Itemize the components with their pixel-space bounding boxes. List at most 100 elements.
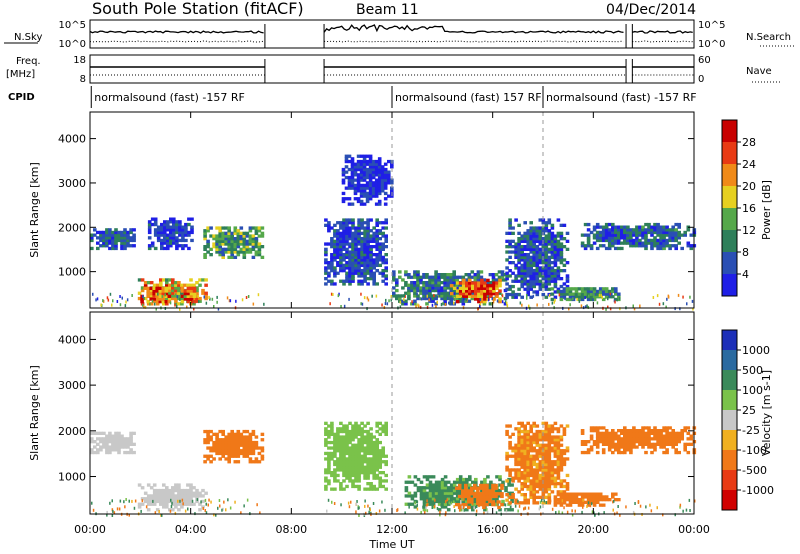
echo-cell	[354, 443, 358, 447]
echo-cell	[224, 438, 228, 442]
echo-cell	[607, 238, 612, 243]
echo-cell	[497, 492, 501, 496]
echo-cell	[345, 237, 349, 241]
echo-cell	[359, 167, 364, 172]
echo-cell	[550, 279, 555, 283]
echo-cell	[604, 238, 609, 243]
echo-cell	[508, 435, 512, 439]
echo-cell	[465, 477, 469, 482]
echo-cell	[526, 449, 530, 453]
echo-cell	[527, 506, 530, 510]
echo-cell	[327, 221, 331, 225]
echo-cell	[529, 242, 533, 246]
echo-cell	[149, 286, 153, 290]
echo-cell	[351, 427, 355, 431]
echo-cell	[363, 279, 367, 283]
echo-cell	[662, 228, 666, 232]
echo-cell	[341, 178, 346, 182]
echo-cell	[505, 245, 509, 249]
echo-cell	[580, 304, 583, 308]
echo-cell	[574, 500, 579, 504]
echo-cell	[411, 300, 413, 304]
echo-cell	[477, 292, 481, 296]
echo-cell	[155, 508, 160, 512]
echo-cell	[233, 460, 238, 464]
echo-cell	[532, 234, 536, 238]
echo-cell	[371, 159, 376, 164]
echo-cell	[345, 471, 349, 475]
echo-cell	[511, 261, 515, 265]
echo-cell	[476, 273, 481, 277]
echo-cell	[387, 159, 391, 164]
echo-cell	[544, 266, 549, 270]
echo-cell	[356, 181, 361, 185]
echo-cell	[547, 247, 552, 251]
echo-cell	[496, 299, 499, 303]
echo-cell	[186, 305, 188, 309]
echo-cell	[607, 305, 609, 309]
echo-cell	[677, 434, 681, 438]
echo-cell	[149, 294, 154, 298]
echo-cell	[171, 291, 175, 295]
echo-cell	[614, 437, 618, 441]
echo-cell	[422, 499, 427, 504]
echo-cell	[180, 300, 185, 304]
echo-cell	[498, 488, 502, 493]
echo-cell	[168, 488, 172, 493]
echo-cell	[632, 429, 636, 433]
echo-cell	[483, 292, 487, 296]
search-noise-trace	[632, 40, 693, 43]
echo-cell	[180, 494, 184, 498]
echo-cell	[147, 244, 152, 248]
echo-cell	[357, 266, 361, 270]
echo-cell	[410, 494, 415, 498]
echo-cell	[559, 484, 564, 489]
echo-cell	[174, 488, 178, 493]
noise-traces	[89, 24, 695, 48]
echo-cell	[221, 446, 225, 450]
echo-cell	[254, 226, 259, 230]
echo-cell	[544, 250, 549, 254]
echo-cell	[384, 261, 388, 265]
echo-cell	[209, 438, 213, 442]
echo-cell	[532, 247, 536, 251]
cpid-segment-label: normalsound (fast) -157 RF	[94, 91, 245, 104]
echo-cell	[559, 482, 564, 486]
echo-cell	[416, 486, 421, 490]
echo-cell	[632, 445, 636, 449]
echo-cell	[535, 476, 540, 480]
echo-cell	[155, 307, 157, 311]
echo-cell	[348, 435, 352, 439]
echo-cell	[170, 498, 172, 502]
echo-cell	[384, 269, 388, 273]
echo-cell	[689, 437, 694, 441]
echo-cell	[508, 242, 512, 246]
echo-cell	[260, 449, 265, 453]
echo-cell	[422, 505, 427, 509]
echo-cell	[517, 239, 521, 243]
echo-cell	[556, 493, 561, 497]
echo-cell	[686, 302, 688, 306]
echo-cell	[668, 437, 672, 441]
echo-cell	[541, 468, 546, 472]
echo-cell	[520, 239, 524, 243]
echo-cell	[458, 292, 463, 296]
echo-cell	[375, 465, 379, 469]
echo-cell	[553, 495, 558, 499]
echo-cell	[162, 278, 166, 282]
echo-cell	[523, 451, 527, 456]
echo-cell	[428, 480, 433, 484]
echo-cell	[514, 295, 518, 299]
echo-cell	[236, 245, 241, 249]
echo-cell	[526, 258, 530, 262]
echo-cell	[428, 291, 432, 295]
echo-cell	[102, 241, 106, 245]
echo-cell	[553, 435, 558, 439]
echo-cell	[172, 241, 176, 245]
echo-cell	[366, 451, 370, 456]
echo-cell	[541, 284, 546, 289]
echo-cell	[529, 462, 533, 467]
echo-cell	[351, 279, 355, 283]
echo-cell	[471, 505, 475, 509]
echo-cell	[212, 432, 216, 436]
